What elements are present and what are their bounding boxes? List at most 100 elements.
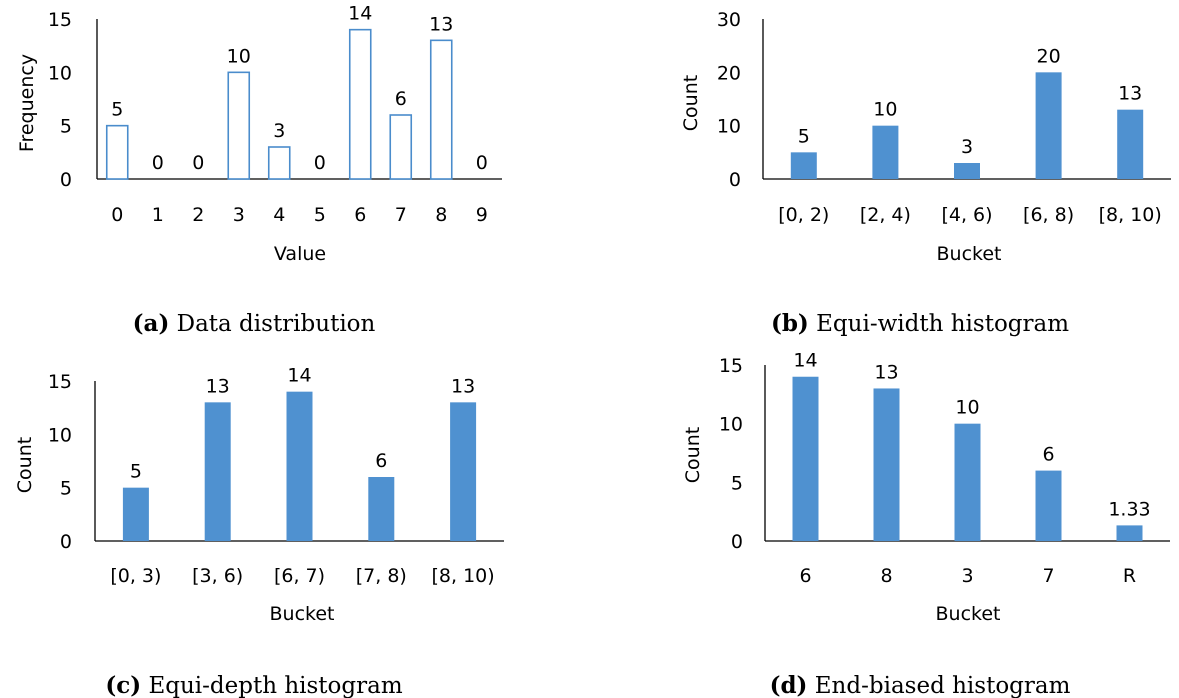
panel-a-data-label: 0 [476,152,488,174]
panel-a-bar [429,39,453,180]
panel-b-x-tick-label: [0, 2) [778,204,829,226]
panel-b-x-axis-label: Bucket [937,243,1002,265]
panel-a-x-axis-label: Value [274,243,326,265]
panel-d-data-label: 13 [874,361,898,383]
panel-c-y-tick-label: 15 [48,371,72,393]
panel-c-y-tick-label: 0 [60,531,72,553]
panel-a-y-tick-label: 15 [48,9,72,31]
panel-c-caption: (c) Equi-depth histogram [105,672,402,698]
panel-b: 0 10 20 30 5 [0, 2) 10 [2, 4) 3 [4, 6) 20 [6, 8) 13 [… [680,9,1171,337]
panel-c-bar [450,402,477,541]
panel-b-bar [954,163,980,179]
panel-b-data-label: 20 [1037,45,1061,67]
panel-a-caption-text: Data distribution [177,311,376,337]
panel-d-y-tick-label: 10 [719,414,743,436]
panel-d-bar [954,423,981,541]
panel-b-y-axis-label: Count [680,75,702,131]
panel-c-x-tick-label: [8, 10) [432,565,495,587]
panel-d-data-label: 14 [793,350,817,372]
panel-a-x-tick-label: 7 [395,204,407,226]
panel-c-x-tick-label: [0, 3) [110,565,161,587]
panel-d-y-tick-label: 15 [719,355,743,377]
panel-d-x-tick-label: 3 [961,565,973,587]
panel-a-data-label: 5 [111,99,123,121]
panel-c-bar [122,487,149,541]
panel-a-data-label: 10 [227,45,251,67]
panel-d-marks: 0 5 10 15 14 6 13 8 10 3 6 7 1.33 R [719,350,1170,587]
panel-b-y-tick-label: 20 [717,62,741,84]
panel-c-caption-letter: (c) [105,672,141,698]
panel-b-y-tick-label: 0 [729,169,741,191]
panel-c-bar [204,402,231,541]
panel-b-caption-letter: (b) [771,310,809,337]
panel-b-bar [872,125,899,179]
panel-a-bar [389,114,413,180]
panel-a-bar [105,124,129,180]
panel-b-data-label: 10 [873,99,897,121]
panel-d-bar [1035,470,1062,541]
panel-a-x-tick-label: 1 [152,204,164,226]
panel-b-marks: 0 10 20 30 5 [0, 2) 10 [2, 4) 3 [4, 6) 20 [6, 8) 13 [… [717,9,1171,226]
panel-b-x-tick-label: [8, 10) [1099,204,1162,226]
panel-a-data-label: 3 [273,120,285,142]
panel-a-data-label: 6 [395,88,407,110]
panel-d-x-tick-label: 7 [1042,565,1054,587]
panel-c-data-label: 6 [375,450,387,472]
panel-d-y-tick-label: 0 [731,531,743,553]
panel-c-data-label: 14 [287,365,311,387]
panel-b-x-tick-label: [6, 8) [1023,204,1074,226]
panel-d-data-label: 1.33 [1108,498,1150,520]
panel-b-x-tick-label: [2, 4) [860,204,911,226]
panel-a-bar [348,28,372,180]
panel-d-x-axis-label: Bucket [936,603,1001,625]
panel-c-y-tick-label: 5 [60,478,72,500]
panel-c-marks: 0 5 10 15 5 [0, 3) 13 [3, 6) 14 [6, 7) 6 [7, 8) 13 [8… [48,365,504,587]
panel-a-x-tick-label: 8 [435,204,447,226]
panel-d-caption-text: End-biased histogram [815,673,1071,698]
panel-a-data-label: 0 [314,152,326,174]
panel-b-data-label: 5 [798,125,810,147]
panel-a-bar [267,146,291,180]
panel-a-data-label: 0 [152,152,164,174]
panel-b-bar [1035,72,1062,179]
panel-b-caption: (b) Equi-width histogram [771,310,1069,337]
panel-c-x-tick-label: [3, 6) [192,565,243,587]
panel-c-bar [368,477,395,541]
panel-a-data-label: 14 [348,3,372,25]
panel-c-x-axis-label: Bucket [270,603,335,625]
panel-c-y-axis-label: Count [14,437,36,493]
panel-b-caption-text: Equi-width histogram [816,311,1069,337]
panel-a-x-tick-label: 0 [111,204,123,226]
panel-a-x-tick-label: 6 [354,204,366,226]
panel-a-y-tick-label: 5 [60,116,72,138]
panel-a-x-tick-label: 5 [314,204,326,226]
panel-b-y-tick-label: 10 [717,116,741,138]
panel-a-x-tick-label: 2 [192,204,204,226]
panel-a-y-axis-label: Frequency [16,54,38,152]
panel-d-bar [1116,525,1143,541]
panel-d-caption: (d) End-biased histogram [770,672,1071,698]
panel-c-data-label: 5 [130,461,142,483]
panel-d: 0 5 10 15 14 6 13 8 10 3 6 7 1.33 R Count Bucket (d) … [682,350,1170,698]
panel-c: 0 5 10 15 5 [0, 3) 13 [3, 6) 14 [6, 7) 6 [7, 8) 13 [8… [14,365,504,698]
panel-a-x-tick-label: 9 [476,204,488,226]
panel-a-bar [227,71,251,180]
panel-c-bar [286,391,313,541]
panel-b-y-tick-label: 30 [717,9,741,31]
panel-a-data-label: 0 [192,152,204,174]
panel-c-data-label: 13 [206,375,230,397]
panel-d-data-label: 10 [955,397,979,419]
panel-d-bar [792,376,819,541]
panel-a-x-tick-label: 3 [233,204,245,226]
panel-a-y-tick-label: 10 [48,62,72,84]
panel-d-x-tick-label: 6 [799,565,811,587]
panel-b-data-label: 3 [961,136,973,158]
panel-c-caption-text: Equi-depth histogram [148,673,402,698]
panel-d-caption-letter: (d) [770,672,808,698]
panel-b-x-tick-label: [4, 6) [941,204,992,226]
panel-b-data-label: 13 [1118,83,1142,105]
panel-c-x-tick-label: [7, 8) [356,565,407,587]
